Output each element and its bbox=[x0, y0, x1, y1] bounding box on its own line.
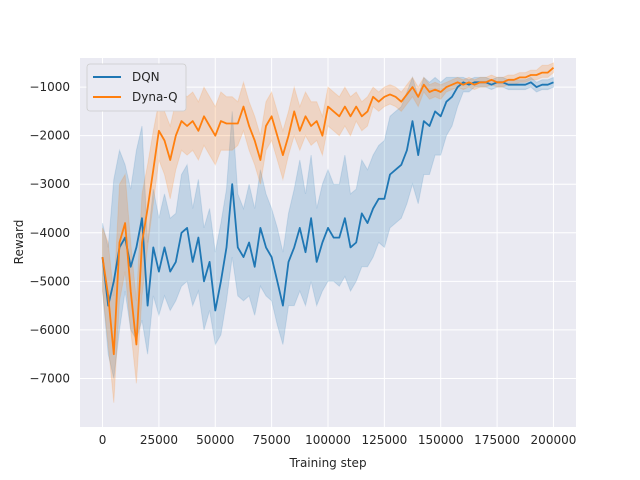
x-tick-label: 0 bbox=[99, 433, 107, 447]
x-tick-label: 25000 bbox=[140, 433, 178, 447]
legend-label-dqn: DQN bbox=[132, 70, 160, 84]
y-tick-label: −6000 bbox=[29, 323, 70, 337]
y-tick-label: −1000 bbox=[29, 80, 70, 94]
y-tick-label: −7000 bbox=[29, 371, 70, 385]
y-tick-label: −5000 bbox=[29, 274, 70, 288]
y-axis-ticks: −7000 −6000 −5000 −4000 −3000 −2000 −1000 bbox=[29, 80, 70, 385]
x-axis-ticks: 0 25000 50000 75000 100000 125000 150000 175000… bbox=[99, 433, 577, 447]
dyna-q-confidence-band bbox=[102, 62, 554, 403]
x-tick-label: 175000 bbox=[474, 433, 520, 447]
x-tick-label: 200000 bbox=[531, 433, 577, 447]
y-tick-label: −2000 bbox=[29, 129, 70, 143]
legend-label-dyna-q: Dyna-Q bbox=[132, 90, 178, 104]
x-tick-label: 75000 bbox=[253, 433, 291, 447]
dyna-q-line bbox=[101, 67, 555, 356]
x-axis-label: Training step bbox=[288, 456, 366, 470]
x-tick-label: 50000 bbox=[196, 433, 234, 447]
legend: DQN Dyna-Q bbox=[86, 63, 187, 112]
grid bbox=[80, 58, 576, 427]
y-tick-label: −3000 bbox=[29, 177, 70, 191]
y-axis-label: Reward bbox=[12, 220, 26, 265]
legend-box bbox=[86, 63, 187, 112]
series-lines bbox=[101, 67, 555, 356]
y-tick-label: −4000 bbox=[29, 226, 70, 240]
x-tick-label: 100000 bbox=[305, 433, 351, 447]
x-tick-label: 150000 bbox=[418, 433, 464, 447]
x-tick-label: 125000 bbox=[361, 433, 407, 447]
